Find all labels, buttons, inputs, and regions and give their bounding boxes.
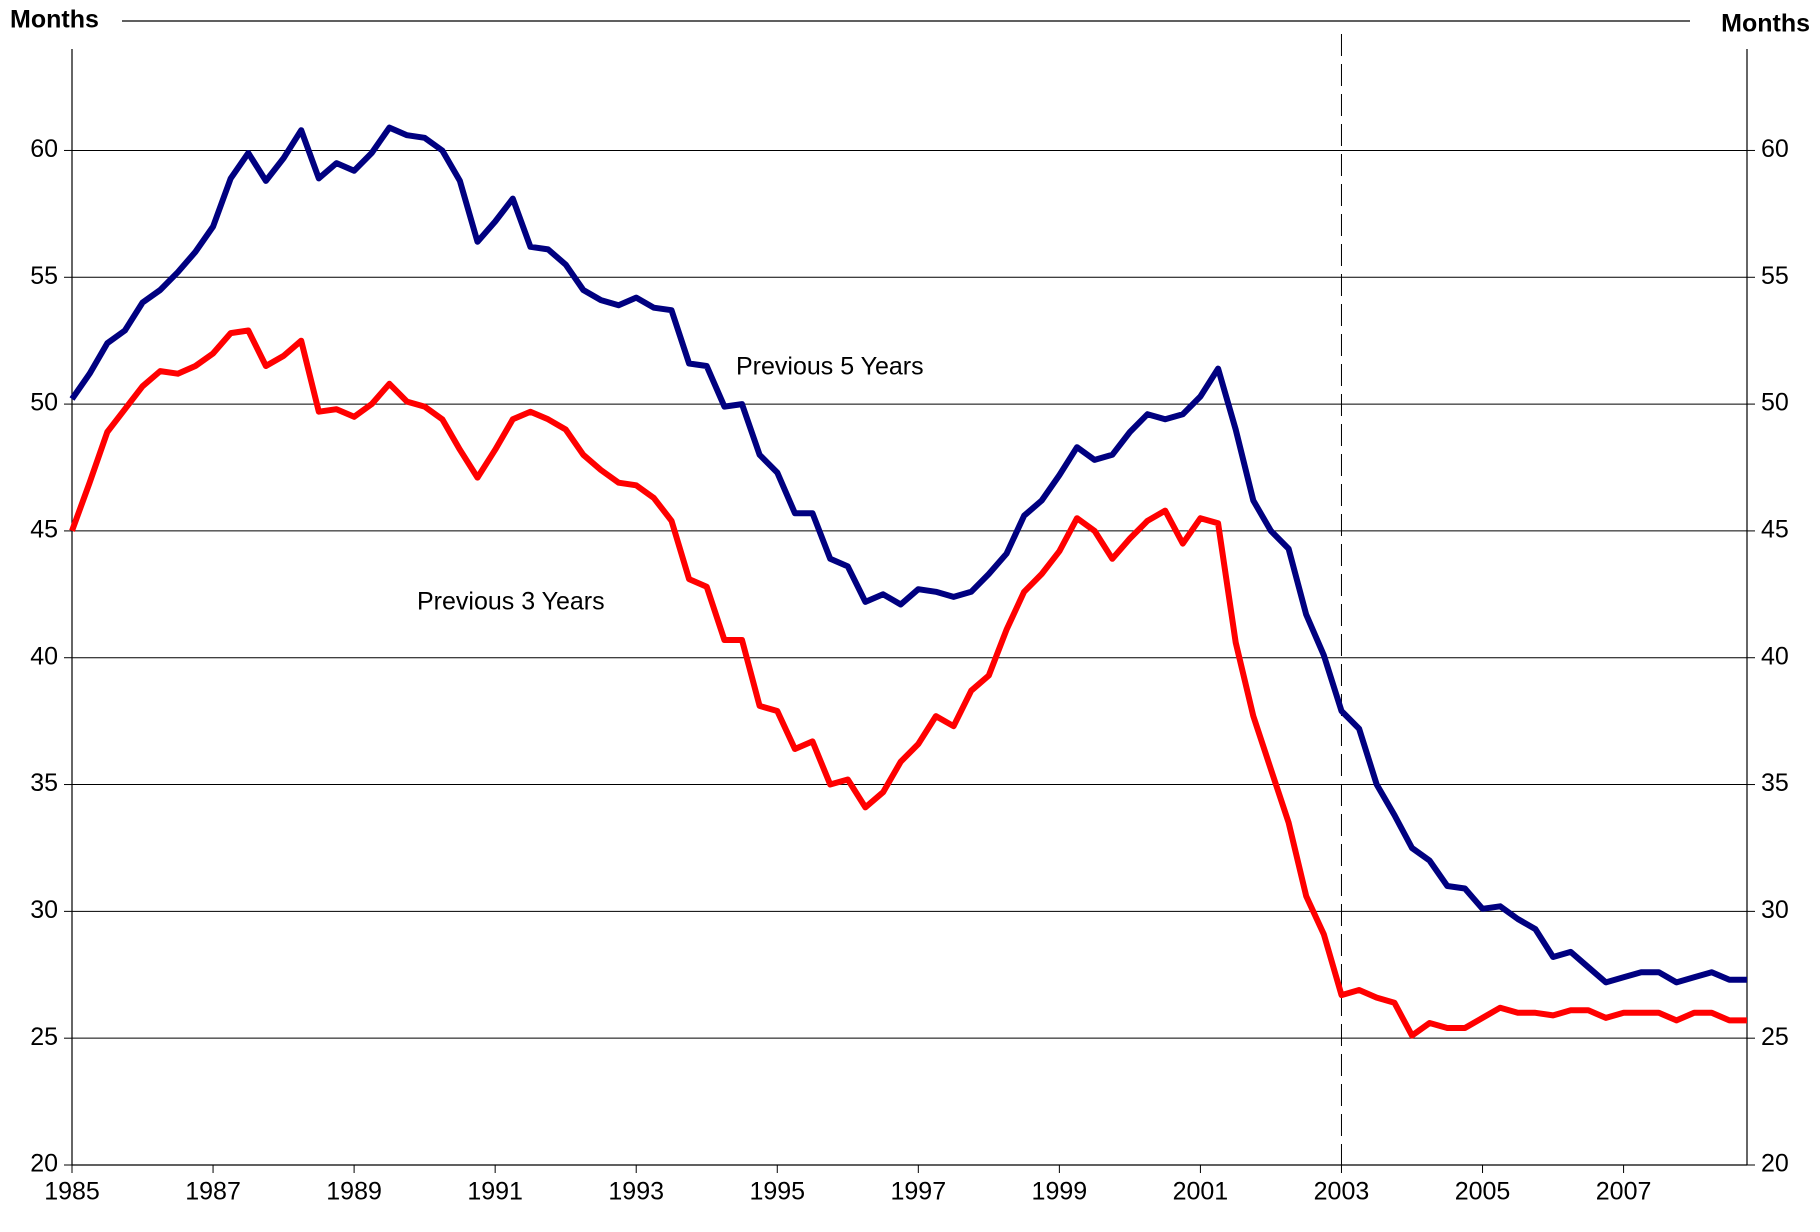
y-tick-label: 30 [30,896,58,924]
y2-tick-label: 25 [1761,1023,1789,1051]
y2-tick-label: 35 [1761,769,1789,797]
series-line [69,327,1747,1039]
y-tick-label: 50 [30,389,58,417]
series-label: Previous 5 Years [736,353,924,381]
x-tick-label: 1997 [891,1178,947,1206]
y-tick-label: 60 [30,135,58,163]
y2-tick-label: 40 [1761,642,1789,670]
x-tick-label: 1985 [44,1178,100,1206]
y-tick-label: 45 [30,516,58,544]
y-axis-label-right: Months [1721,10,1810,38]
x-tick-label: 1999 [1032,1178,1088,1206]
y-tick-label: 35 [30,769,58,797]
y-axis-label-left: Months [10,6,99,34]
x-tick-label: 1987 [185,1178,241,1206]
x-tick-label: 1993 [608,1178,664,1206]
y-tick-label: 40 [30,642,58,670]
y2-tick-label: 45 [1761,516,1789,544]
x-tick-label: 2005 [1455,1178,1511,1206]
y2-tick-label: 50 [1761,389,1789,417]
series-label: Previous 3 Years [417,588,605,616]
x-tick-label: 1989 [326,1178,382,1206]
y2-tick-label: 20 [1761,1150,1789,1178]
y-tick-label: 25 [30,1023,58,1051]
x-tick-label: 2007 [1596,1178,1652,1206]
y-tick-label: 20 [30,1150,58,1178]
x-tick-label: 1991 [467,1178,523,1206]
y2-tick-label: 60 [1761,135,1789,163]
series-line [69,124,1747,986]
x-tick-label: 2003 [1314,1178,1370,1206]
x-tick-label: 2001 [1173,1178,1229,1206]
y2-tick-label: 30 [1761,896,1789,924]
y2-tick-label: 55 [1761,262,1789,290]
x-tick-label: 1995 [749,1178,805,1206]
y-tick-label: 55 [30,262,58,290]
